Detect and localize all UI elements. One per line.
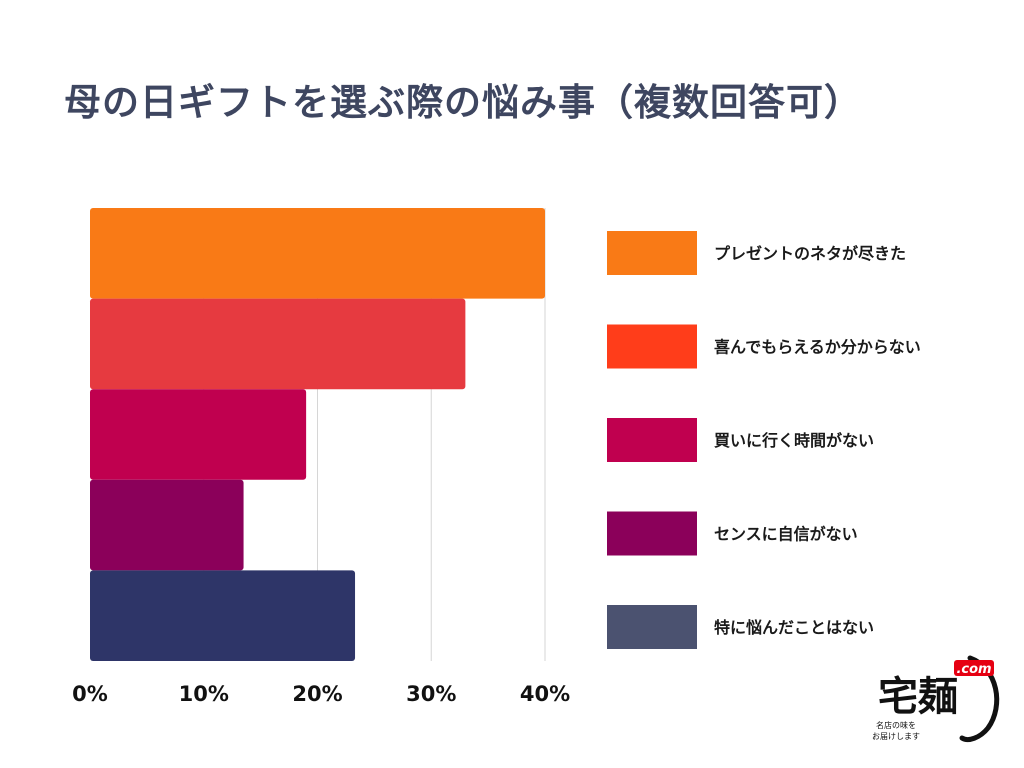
legend-label: 喜んでもらえるか分からない <box>714 338 921 357</box>
logo-suffix: .com <box>956 662 991 677</box>
legend-swatch <box>607 511 697 556</box>
legend-swatch <box>607 324 697 369</box>
bar <box>90 570 356 661</box>
legend-label: 特に悩んだことはない <box>714 618 874 637</box>
x-tick-label: 30% <box>406 682 456 706</box>
bars <box>90 208 545 661</box>
brand-logo: .com 宅麺 名店の味を お届けします <box>872 655 1000 743</box>
logo-wordmark: 宅麺 <box>878 673 958 720</box>
legend-label: センスに自信がない <box>714 525 858 544</box>
x-tick-label: 40% <box>520 682 570 706</box>
bar <box>90 208 545 299</box>
x-tick-label: 0% <box>72 682 108 706</box>
legend-swatch <box>607 418 697 462</box>
legend-swatch <box>607 605 697 649</box>
logo-tagline-1: 名店の味を <box>876 720 916 730</box>
bar <box>90 298 466 390</box>
x-tick-label: 20% <box>292 682 342 706</box>
chart-title: 母の日ギフトを選ぶ際の悩み事（複数回答可） <box>64 81 862 124</box>
logo-tagline-2: お届けします <box>872 732 920 741</box>
bar <box>90 479 244 571</box>
x-axis-ticks: 0% 10% 20% 30% 40% <box>72 682 570 706</box>
x-tick-label: 10% <box>179 682 229 706</box>
legend-label: 買いに行く時間がない <box>714 431 874 450</box>
bar <box>90 389 307 480</box>
legend: プレゼントのネタが尽きた喜んでもらえるか分からない買いに行く時間がないセンスに自… <box>607 231 921 649</box>
legend-label: プレゼントのネタが尽きた <box>714 244 906 263</box>
legend-swatch <box>607 231 697 275</box>
